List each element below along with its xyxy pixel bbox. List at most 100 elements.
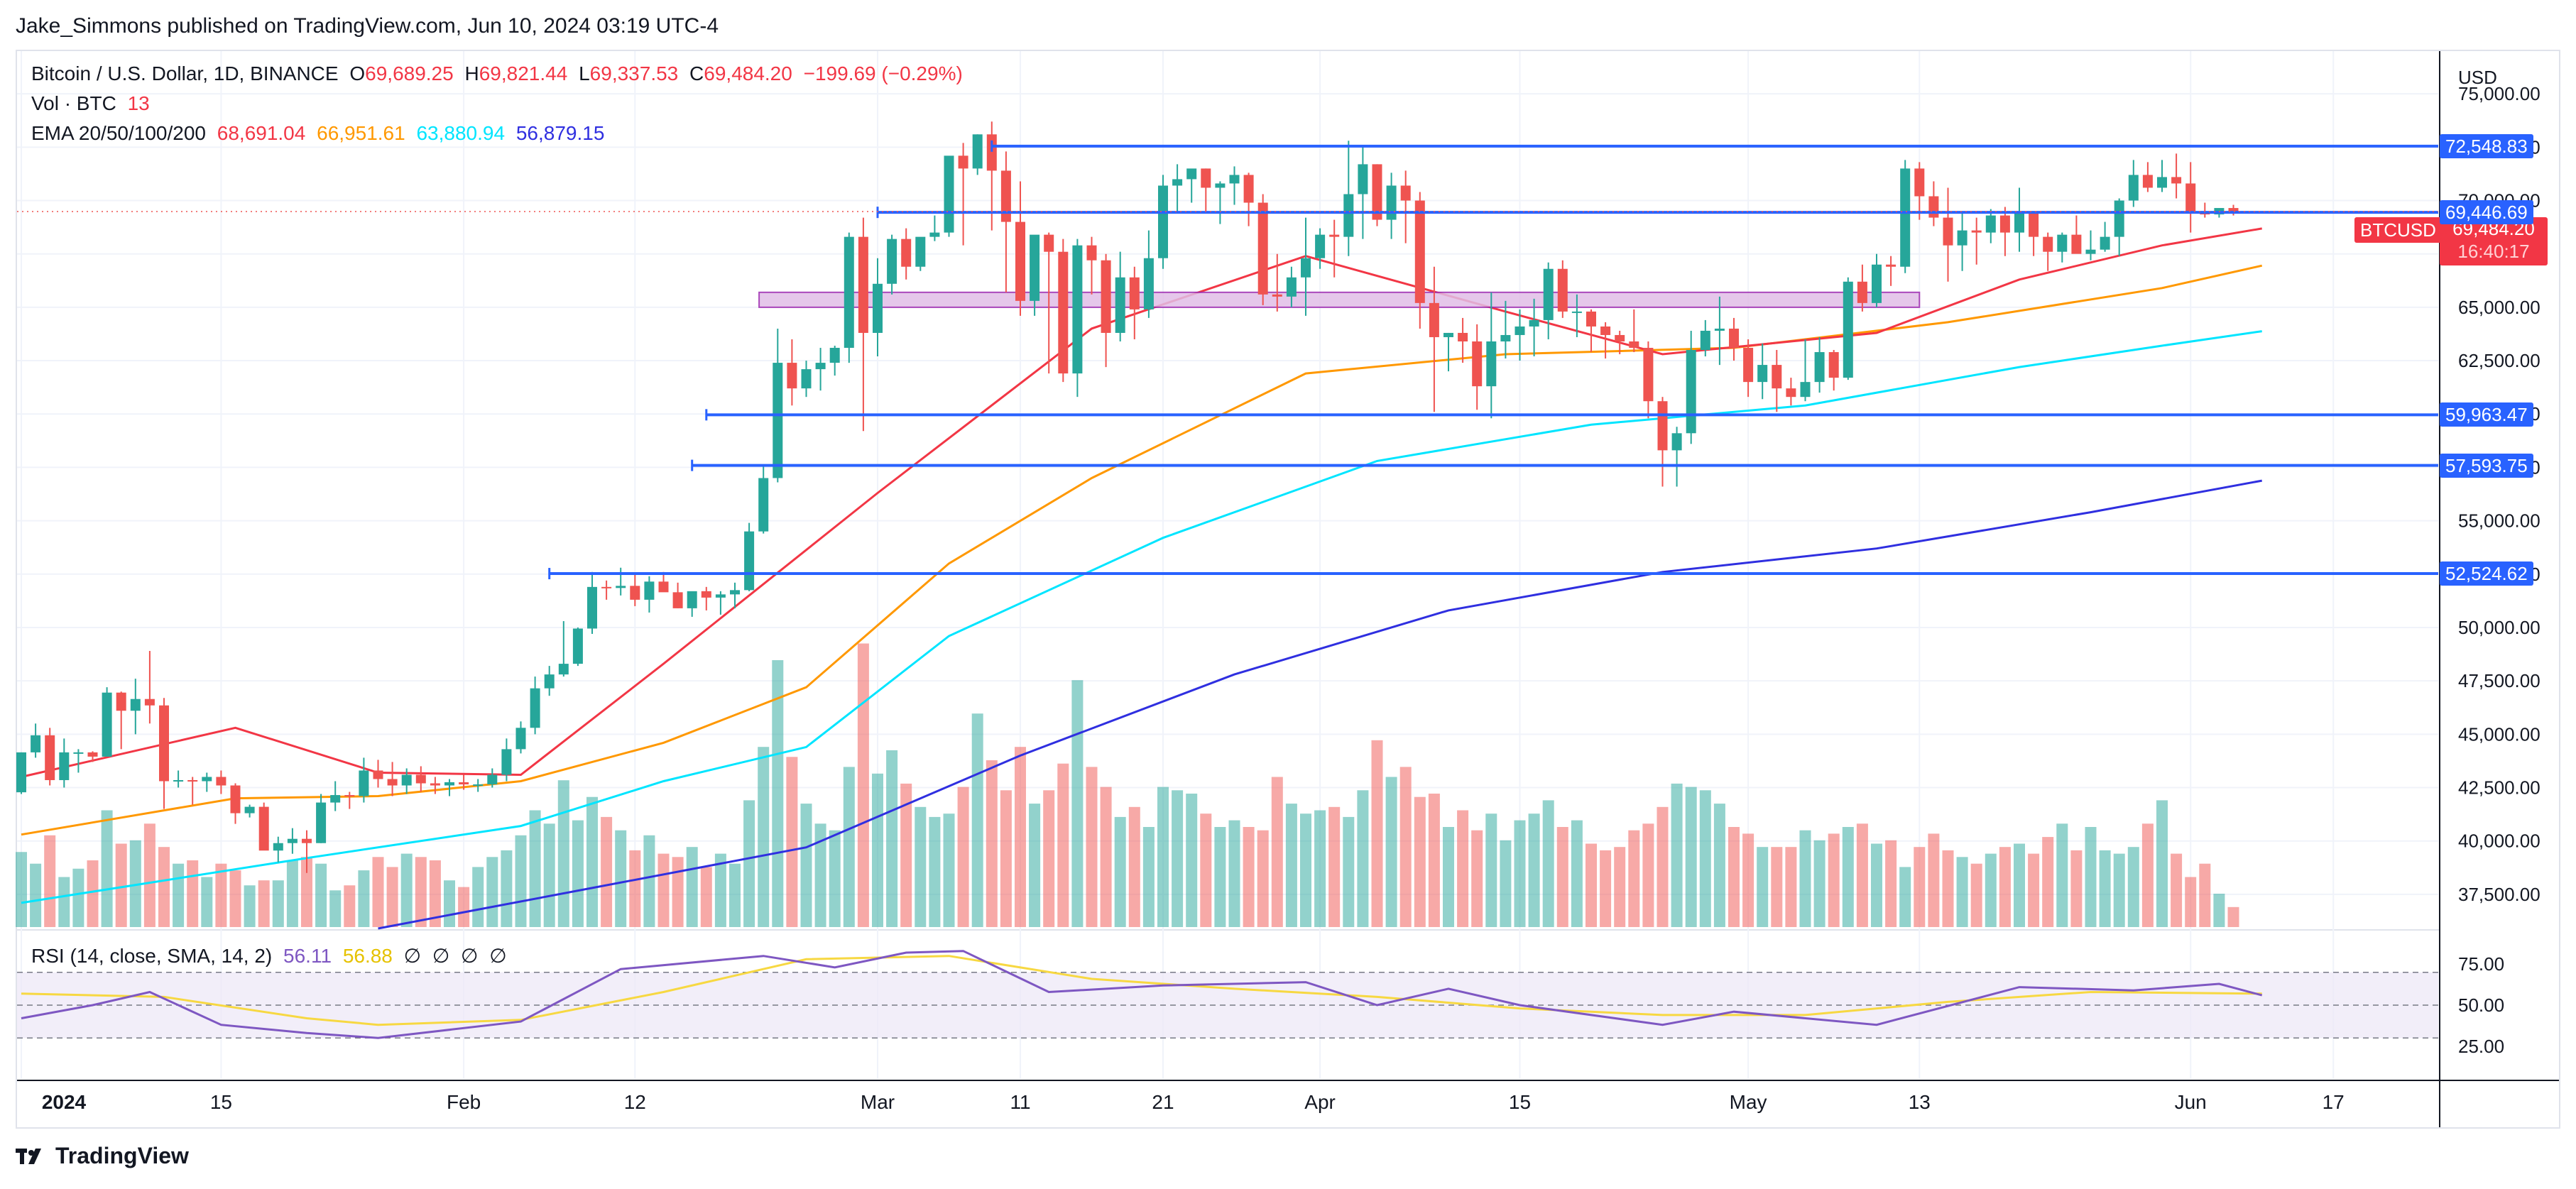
time-tick-label: Jun bbox=[2175, 1091, 2207, 1113]
volume-bar bbox=[386, 867, 398, 927]
volume-bar bbox=[1414, 796, 1426, 927]
candle-body bbox=[829, 348, 840, 363]
candle-body bbox=[415, 774, 426, 784]
candle-body bbox=[1643, 348, 1654, 402]
candle-body bbox=[373, 770, 383, 779]
volume-bar bbox=[1614, 847, 1626, 927]
candle-body bbox=[2029, 213, 2039, 237]
volume-bar bbox=[1842, 827, 1854, 927]
volume-bar bbox=[529, 810, 541, 927]
candle-body bbox=[359, 770, 369, 796]
volume-bar bbox=[1885, 840, 1897, 927]
rsi-tick-label: 75.00 bbox=[2458, 953, 2504, 975]
candle-body bbox=[1186, 168, 1197, 180]
rsi-panel: 75.00 50.00 25.00 bbox=[17, 950, 2504, 1057]
volume-bar bbox=[1043, 790, 1055, 927]
volume-bar bbox=[1471, 830, 1483, 927]
candle-body bbox=[2014, 213, 2024, 233]
candle-body bbox=[701, 591, 711, 598]
volume-bar bbox=[1172, 790, 1184, 927]
volume-bar bbox=[929, 816, 941, 927]
legend-close-label: C bbox=[689, 62, 704, 84]
volume-bar bbox=[657, 853, 670, 927]
volume-bar bbox=[1942, 850, 1954, 927]
candle-body bbox=[1301, 258, 1311, 278]
candle-body bbox=[1472, 341, 1483, 387]
volume-bar bbox=[1628, 830, 1640, 927]
price-tick-label: 42,500.00 bbox=[2458, 777, 2540, 799]
legend-high-label: H bbox=[464, 62, 479, 84]
candle-body bbox=[1714, 328, 1725, 331]
ema200-line bbox=[378, 479, 2262, 930]
candle-body bbox=[2228, 208, 2239, 212]
volume-bar bbox=[971, 713, 983, 927]
footer-brand[interactable]: TradingView bbox=[16, 1143, 189, 1169]
volume-bar bbox=[44, 835, 56, 927]
candle-body bbox=[330, 795, 341, 803]
candle-body bbox=[2157, 177, 2167, 188]
time-tick-label: 17 bbox=[2323, 1091, 2345, 1113]
volume-bar bbox=[1142, 827, 1155, 927]
volume-bar bbox=[1828, 833, 1840, 927]
candle-body bbox=[273, 843, 283, 851]
candle-body bbox=[787, 363, 797, 389]
volume-bar bbox=[444, 880, 455, 927]
volume-bars bbox=[16, 643, 2239, 927]
published-by: Jake_Simmons published on TradingView.co… bbox=[16, 14, 719, 38]
volume-bar bbox=[1443, 827, 1454, 927]
candle-body bbox=[1786, 388, 1796, 398]
candle-body bbox=[1671, 433, 1682, 451]
legend-symbol: Bitcoin / U.S. Dollar, 1D, BINANCE bbox=[31, 62, 339, 84]
volume-bar bbox=[215, 863, 227, 927]
candle-body bbox=[1900, 168, 1911, 267]
volume-bar bbox=[1871, 843, 1882, 927]
legend-rsi-empty-3: ∅ bbox=[461, 945, 479, 967]
volume-bar bbox=[2141, 823, 2154, 927]
candle-body bbox=[1757, 365, 1768, 383]
volume-bar bbox=[1914, 847, 1926, 927]
price-tick-label: 75,000.00 bbox=[2458, 83, 2540, 104]
time-tick-label: Mar bbox=[861, 1091, 895, 1113]
volume-bar bbox=[1642, 823, 1654, 927]
volume-bar bbox=[1799, 830, 1811, 927]
candle-body bbox=[1629, 341, 1639, 349]
volume-bar bbox=[1856, 823, 1868, 927]
price-tick-label: 55,000.00 bbox=[2458, 510, 2540, 532]
volume-bar bbox=[1771, 847, 1783, 927]
candle-body bbox=[244, 806, 255, 813]
volume-bar bbox=[1086, 767, 1098, 927]
volume-bar bbox=[1685, 787, 1697, 927]
candle-body bbox=[1101, 260, 1111, 333]
candle-body bbox=[2185, 183, 2196, 212]
rsi-tick-label: 25.00 bbox=[2458, 1036, 2504, 1057]
volume-bar bbox=[1713, 804, 1725, 927]
candle-body bbox=[1272, 294, 1282, 297]
candle-body bbox=[1429, 302, 1439, 337]
candle-body bbox=[558, 664, 569, 675]
volume-bar bbox=[315, 863, 327, 927]
legend-ema50: 66,951.61 bbox=[317, 122, 405, 144]
candle-body bbox=[1458, 332, 1468, 341]
volume-bar bbox=[501, 850, 513, 927]
volume-bar bbox=[872, 773, 883, 927]
time-tick-label: May bbox=[1730, 1091, 1767, 1113]
candle-body bbox=[658, 581, 669, 593]
candle-body bbox=[1286, 277, 1297, 297]
time-tick-label: 21 bbox=[1152, 1091, 1174, 1113]
volume-bar bbox=[58, 877, 70, 927]
legend-rsi-ma-value: 56.88 bbox=[342, 945, 393, 967]
price-tick-label: 62,500.00 bbox=[2458, 350, 2540, 371]
candle-body bbox=[473, 784, 484, 787]
volume-bar bbox=[829, 830, 841, 927]
volume-bar bbox=[886, 750, 898, 927]
last-price-tag: 69,484.20 16:40:17 bbox=[2440, 217, 2548, 265]
volume-bar bbox=[758, 747, 770, 927]
volume-bar bbox=[1371, 740, 1383, 927]
candle-body bbox=[815, 363, 826, 370]
volume-bar bbox=[1586, 843, 1597, 927]
volume-bar bbox=[2171, 853, 2183, 927]
candle-body bbox=[644, 581, 655, 600]
volume-bar bbox=[2185, 877, 2197, 927]
legend-ema100: 63,880.94 bbox=[416, 122, 506, 144]
